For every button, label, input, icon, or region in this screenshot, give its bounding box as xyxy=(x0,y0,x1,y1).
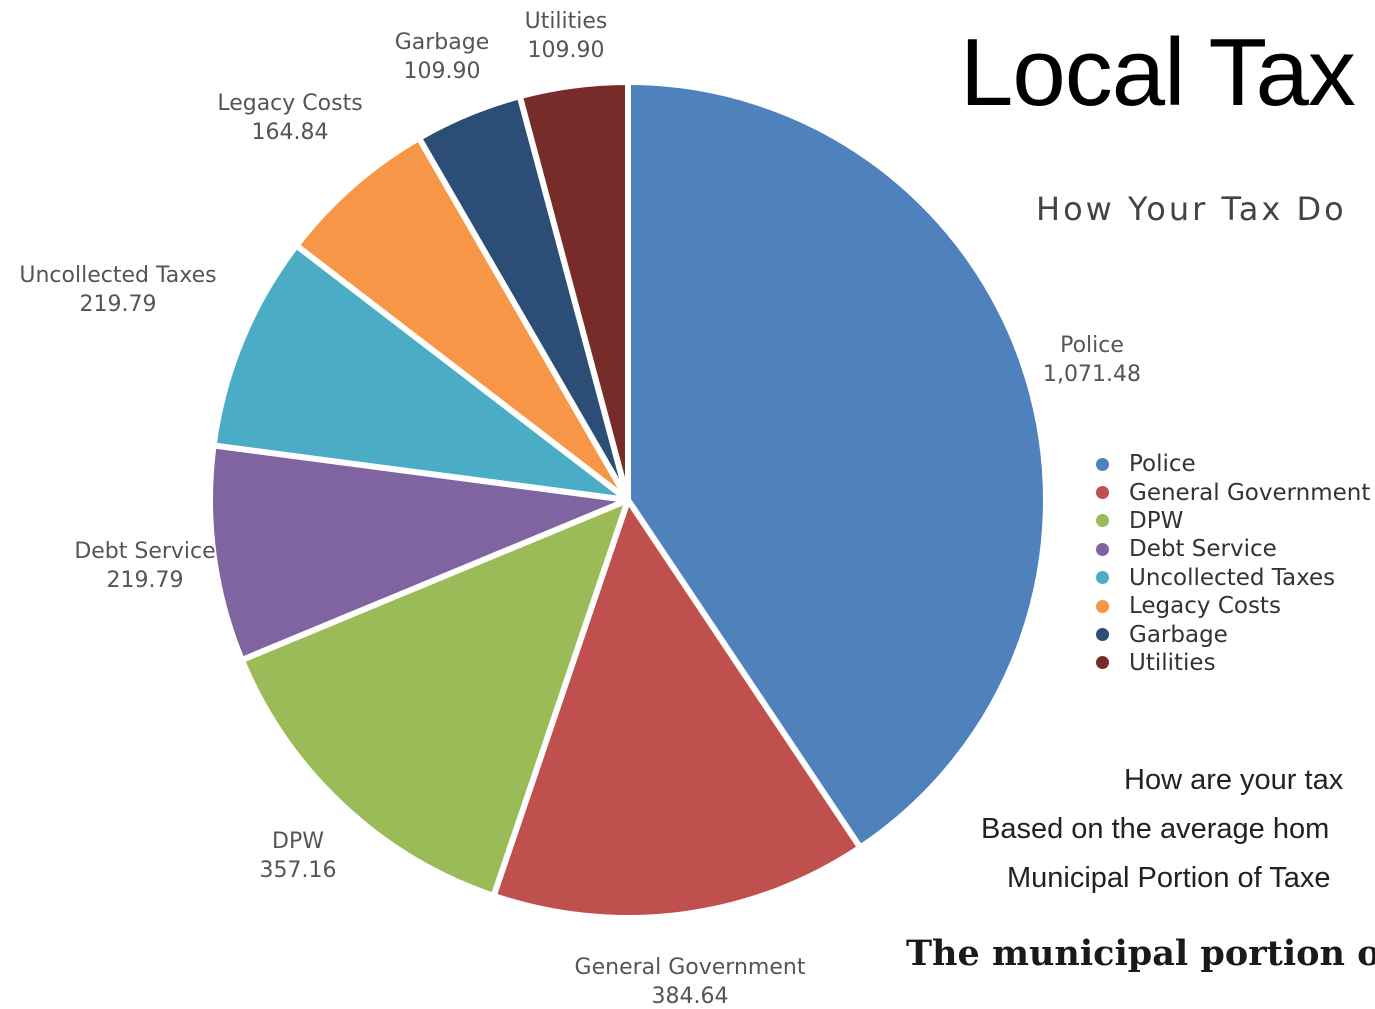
slice-value-label: 109.90 xyxy=(528,38,605,63)
legend-item-legacy-costs: Legacy Costs xyxy=(1096,592,1370,620)
slice-category-label: Uncollected Taxes xyxy=(19,263,216,288)
legend-dot xyxy=(1096,457,1109,471)
slice-label-police: Police 1,071.48 xyxy=(1043,333,1141,387)
legend-item-garbage: Garbage xyxy=(1096,620,1370,648)
pie-slices xyxy=(207,79,1049,921)
legend-label: Police xyxy=(1129,451,1196,478)
slice-label-dpw: DPW 357.16 xyxy=(260,829,337,883)
slice-category-label: DPW xyxy=(272,829,324,854)
slice-category-label: Debt Service xyxy=(74,539,215,564)
pie-slice-dpw xyxy=(238,497,631,899)
note-line-3: Municipal Portion of Taxe xyxy=(1007,862,1331,894)
note-line-2: Based on the average hom xyxy=(981,813,1330,845)
legend-dot xyxy=(1096,656,1109,670)
legend-label: General Government xyxy=(1129,479,1371,506)
legend-dot xyxy=(1096,571,1109,585)
slice-value-label: 357.16 xyxy=(260,858,337,883)
slice-label-uncollected-taxes: Uncollected Taxes 219.79 xyxy=(19,263,216,317)
slice-category-label: Garbage xyxy=(395,30,490,55)
slice-category-label: Utilities xyxy=(525,9,608,34)
legend-label: Legacy Costs xyxy=(1129,593,1281,620)
slice-category-label: General Government xyxy=(575,955,806,980)
legend-label: DPW xyxy=(1129,507,1184,534)
pie-slice-debt-service xyxy=(207,442,631,663)
pie-slice-general-government xyxy=(490,497,864,921)
legend-item-dpw: DPW xyxy=(1096,507,1370,535)
legend-item-utilities: Utilities xyxy=(1096,649,1370,677)
pie-slice-utilities xyxy=(516,79,631,503)
legend-item-uncollected-taxes: Uncollected Taxes xyxy=(1096,564,1370,592)
pie-slice-labels: Police 1,071.48 General Government 384.64 DP… xyxy=(19,9,1141,1009)
slice-category-label: Legacy Costs xyxy=(217,91,362,116)
legend-dot xyxy=(1096,628,1109,642)
legend-label: Garbage xyxy=(1129,621,1228,648)
legend-label: Debt Service xyxy=(1129,536,1277,563)
legend-item-police: Police xyxy=(1096,450,1370,478)
slice-label-utilities: Utilities 109.90 xyxy=(525,9,608,63)
page-subtitle: How Your Tax Do xyxy=(1036,190,1347,228)
slice-label-debt-service: Debt Service 219.79 xyxy=(74,539,215,593)
slice-value-label: 164.84 xyxy=(252,120,329,145)
slice-label-general-government: General Government 384.64 xyxy=(575,955,806,1009)
legend-label: Uncollected Taxes xyxy=(1129,564,1336,591)
slice-label-legacy-costs: Legacy Costs 164.84 xyxy=(217,91,362,145)
legend-dot xyxy=(1096,599,1109,613)
legend-item-debt-service: Debt Service xyxy=(1096,535,1370,563)
pie-slice-legacy-costs xyxy=(293,135,631,503)
slice-value-label: 1,071.48 xyxy=(1043,362,1141,387)
slice-category-label: Police xyxy=(1060,333,1124,358)
chart-legend: Police General Government DPW Debt Service U… xyxy=(1096,450,1370,677)
legend-item-general-government: General Government xyxy=(1096,478,1370,506)
slice-label-garbage: Garbage 109.90 xyxy=(395,30,490,84)
note-line-1: How are your tax xyxy=(1124,764,1344,796)
legend-label: Utilities xyxy=(1129,649,1216,676)
legend-dot xyxy=(1096,514,1109,528)
slice-value-label: 384.64 xyxy=(652,984,729,1009)
legend-dot xyxy=(1096,542,1109,556)
slice-value-label: 109.90 xyxy=(404,59,481,84)
page-title: Local Tax xyxy=(960,19,1356,126)
slice-value-label: 219.79 xyxy=(107,568,184,593)
pie-slice-uncollected-taxes xyxy=(210,242,631,503)
legend-dot xyxy=(1096,486,1109,500)
slice-value-label: 219.79 xyxy=(80,292,157,317)
bold-note: The municipal portion o xyxy=(906,933,1375,974)
